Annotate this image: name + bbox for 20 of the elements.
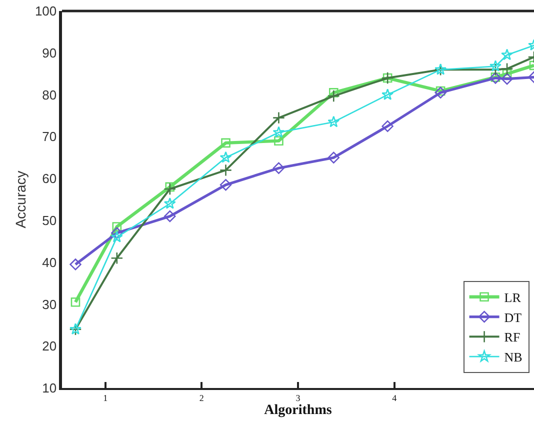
x-tick-label: 2 <box>199 392 204 403</box>
y-tick-label: 60 <box>42 171 57 186</box>
y-tick-label: 70 <box>42 129 57 144</box>
y-tick-label: 20 <box>42 338 57 354</box>
y-tick-label: 100 <box>34 4 57 19</box>
y-tick-label: 10 <box>42 380 57 396</box>
y-tick-label: 30 <box>42 296 57 312</box>
x-tick-label: 3 <box>296 392 301 403</box>
y-tick-label: 90 <box>42 45 57 60</box>
y-tick-label: 80 <box>42 87 57 102</box>
y-axis-title: Accuracy <box>12 170 29 228</box>
x-tick-label: 4 <box>392 392 398 403</box>
y-tick-label: 50 <box>42 212 57 228</box>
legend-label: NB <box>504 350 523 365</box>
x-tick-label: 1 <box>103 392 108 403</box>
legend-label: RF <box>504 330 520 345</box>
legend-label: DT <box>504 310 522 325</box>
x-axis-title: Algorithms <box>264 402 332 418</box>
y-tick-label: 40 <box>42 254 57 270</box>
legend-label: LR <box>504 290 522 305</box>
